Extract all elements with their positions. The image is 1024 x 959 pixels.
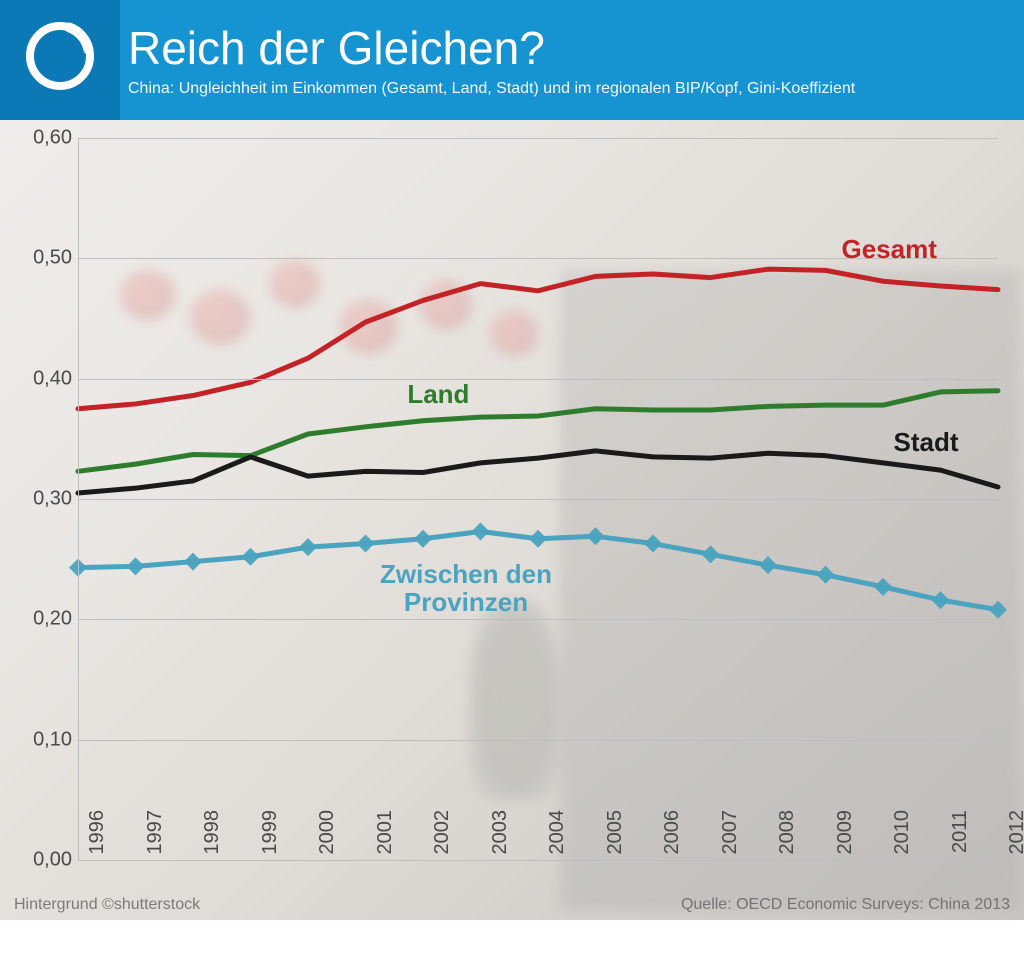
gridline-y [78, 499, 998, 500]
xtick-label: 2002 [431, 810, 454, 870]
series-marker-provinzen [299, 538, 317, 556]
xtick-label: 2001 [374, 810, 397, 870]
series-marker-provinzen [759, 556, 777, 574]
xtick-label: 2012 [1006, 810, 1024, 870]
series-marker-provinzen [242, 548, 260, 566]
ytick-label: 0,10 [12, 728, 72, 751]
series-marker-provinzen [817, 566, 835, 584]
series-label-provinzen: Zwischen denProvinzen [366, 561, 566, 616]
xtick-label: 1996 [86, 810, 109, 870]
gridline-y [78, 740, 998, 741]
header: Reich der Gleichen? China: Ungleichheit … [0, 0, 1024, 120]
xtick-label: 2009 [834, 810, 857, 870]
page-subtitle: China: Ungleichheit im Einkommen (Gesamt… [128, 79, 1004, 98]
xtick-label: 2003 [489, 810, 512, 870]
xtick-label: 2006 [661, 810, 684, 870]
series-marker-provinzen [932, 591, 950, 609]
page-root: Reich der Gleichen? China: Ungleichheit … [0, 0, 1024, 959]
series-marker-provinzen [414, 530, 432, 548]
series-label-land: Land [338, 381, 538, 408]
attribution-left: Hintergrund ©shutterstock [14, 896, 200, 914]
logo-band [0, 0, 120, 120]
gridline-y [78, 138, 998, 139]
series-marker-provinzen [127, 557, 145, 575]
ytick-label: 0,60 [12, 127, 72, 150]
page-title: Reich der Gleichen? [128, 24, 1004, 72]
oecd-logo-icon [24, 20, 96, 92]
xtick-label: 1998 [201, 810, 224, 870]
series-marker-provinzen [702, 545, 720, 563]
series-marker-provinzen [357, 535, 375, 553]
xtick-label: 2011 [949, 810, 972, 870]
series-marker-provinzen [644, 535, 662, 553]
xtick-label: 2005 [604, 810, 627, 870]
ytick-label: 0,00 [12, 849, 72, 872]
gridline-y [78, 619, 998, 620]
attribution-right: Quelle: OECD Economic Surveys: China 201… [681, 896, 1010, 914]
xtick-label: 2008 [776, 810, 799, 870]
series-label-gesamt: Gesamt [789, 236, 989, 263]
series-marker-provinzen [184, 553, 202, 571]
ytick-label: 0,40 [12, 367, 72, 390]
title-band: Reich der Gleichen? China: Ungleichheit … [120, 0, 1024, 120]
series-label-stadt: Stadt [826, 429, 1024, 456]
xtick-label: 2010 [891, 810, 914, 870]
ytick-label: 0,20 [12, 608, 72, 631]
xtick-label: 2004 [546, 810, 569, 870]
series-marker-provinzen [529, 530, 547, 548]
xtick-label: 2000 [316, 810, 339, 870]
series-marker-provinzen [472, 522, 490, 540]
series-marker-provinzen [874, 578, 892, 596]
ytick-label: 0,50 [12, 247, 72, 270]
ytick-label: 0,30 [12, 488, 72, 511]
axis-y-line [78, 138, 79, 860]
xtick-label: 1999 [259, 810, 282, 870]
series-marker-provinzen [587, 527, 605, 545]
xtick-label: 1997 [144, 810, 167, 870]
chart-area: Hintergrund ©shutterstock Quelle: OECD E… [0, 120, 1024, 920]
gridline-y [78, 379, 998, 380]
xtick-label: 2007 [719, 810, 742, 870]
